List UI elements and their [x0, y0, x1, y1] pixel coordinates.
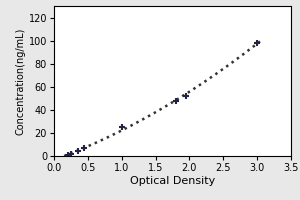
Y-axis label: Concentration(ng/mL): Concentration(ng/mL): [16, 27, 26, 135]
X-axis label: Optical Density: Optical Density: [130, 176, 215, 186]
